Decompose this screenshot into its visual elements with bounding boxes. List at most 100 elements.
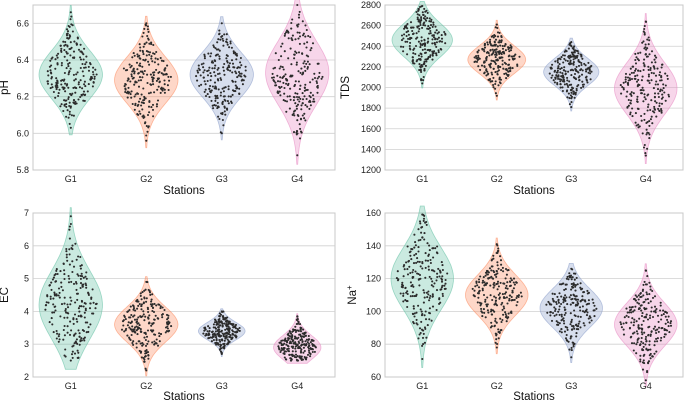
data-point: [84, 66, 87, 69]
data-point: [152, 310, 156, 314]
data-point: [561, 54, 565, 57]
data-point: [303, 86, 306, 90]
data-point: [73, 352, 77, 355]
data-point: [643, 33, 646, 36]
data-point: [440, 40, 444, 43]
data-point: [288, 330, 292, 333]
data-point: [644, 152, 647, 155]
data-point: [283, 356, 286, 359]
data-point: [137, 300, 140, 303]
data-point: [221, 118, 224, 122]
data-point: [287, 37, 290, 40]
data-point: [496, 280, 500, 283]
data-point: [647, 75, 650, 78]
data-point: [561, 72, 564, 75]
data-point: [79, 95, 82, 99]
data-point: [486, 303, 489, 306]
data-point: [56, 62, 59, 65]
data-point: [581, 287, 584, 290]
swarm-G3: [195, 22, 247, 135]
data-point: [653, 58, 656, 61]
data-point: [655, 101, 658, 104]
data-point: [305, 28, 308, 32]
x-tick-label: G4: [291, 174, 303, 184]
data-point: [141, 344, 144, 347]
data-point: [225, 336, 228, 339]
data-point: [149, 91, 152, 94]
violin-G2: [114, 276, 179, 377]
data-point: [137, 100, 141, 103]
data-point: [643, 24, 646, 28]
data-point: [429, 29, 432, 33]
data-point: [505, 273, 508, 276]
data-point: [644, 154, 647, 157]
data-point: [511, 67, 514, 70]
data-point: [75, 282, 78, 285]
data-point: [634, 67, 637, 71]
data-point: [166, 327, 169, 330]
data-point: [560, 313, 563, 316]
data-point: [222, 90, 225, 93]
data-point: [558, 78, 561, 81]
data-point: [650, 71, 653, 74]
data-point: [67, 86, 70, 89]
data-point: [64, 307, 67, 311]
data-point: [495, 321, 498, 324]
data-point: [486, 41, 489, 44]
data-point: [431, 293, 434, 296]
data-point: [635, 320, 638, 323]
data-point: [489, 80, 492, 83]
data-point: [143, 69, 146, 73]
data-point: [423, 238, 426, 241]
data-point: [636, 74, 639, 77]
data-point: [137, 316, 140, 319]
data-point: [209, 79, 212, 82]
data-point: [477, 278, 481, 281]
data-point: [644, 53, 647, 56]
data-point: [129, 93, 132, 96]
violin-G4: [614, 263, 678, 388]
data-point: [417, 54, 421, 57]
data-point: [212, 338, 215, 342]
data-point: [62, 79, 65, 82]
data-point: [295, 318, 298, 321]
data-point: [643, 58, 646, 61]
data-point: [143, 122, 147, 125]
data-point: [590, 70, 593, 73]
swarm-G4: [277, 315, 317, 362]
data-point: [419, 21, 422, 24]
data-point: [145, 369, 148, 372]
data-point: [207, 52, 210, 55]
data-point: [158, 332, 161, 335]
data-point: [579, 53, 582, 56]
swarm-G2: [471, 243, 523, 349]
data-point: [167, 330, 170, 333]
data-point: [432, 23, 435, 26]
data-point: [640, 323, 643, 326]
data-point: [216, 329, 219, 332]
data-point: [501, 63, 504, 66]
data-point: [51, 323, 54, 326]
data-point: [222, 124, 225, 127]
data-point: [303, 349, 306, 353]
data-point: [559, 86, 562, 89]
data-point: [225, 57, 228, 60]
data-point: [483, 50, 486, 53]
data-point: [60, 285, 63, 288]
data-point: [573, 51, 576, 54]
data-point: [225, 33, 228, 36]
data-point: [210, 52, 213, 55]
data-point: [144, 352, 147, 355]
data-point: [556, 67, 559, 70]
data-point: [88, 307, 92, 310]
data-point: [584, 309, 587, 312]
data-point: [545, 303, 548, 306]
data-point: [492, 60, 496, 63]
swarm-G2: [120, 280, 173, 372]
data-point: [513, 283, 516, 286]
data-point: [290, 345, 293, 348]
data-point: [437, 36, 440, 39]
data-point: [78, 305, 81, 308]
data-point: [300, 343, 303, 346]
data-point: [292, 99, 295, 102]
